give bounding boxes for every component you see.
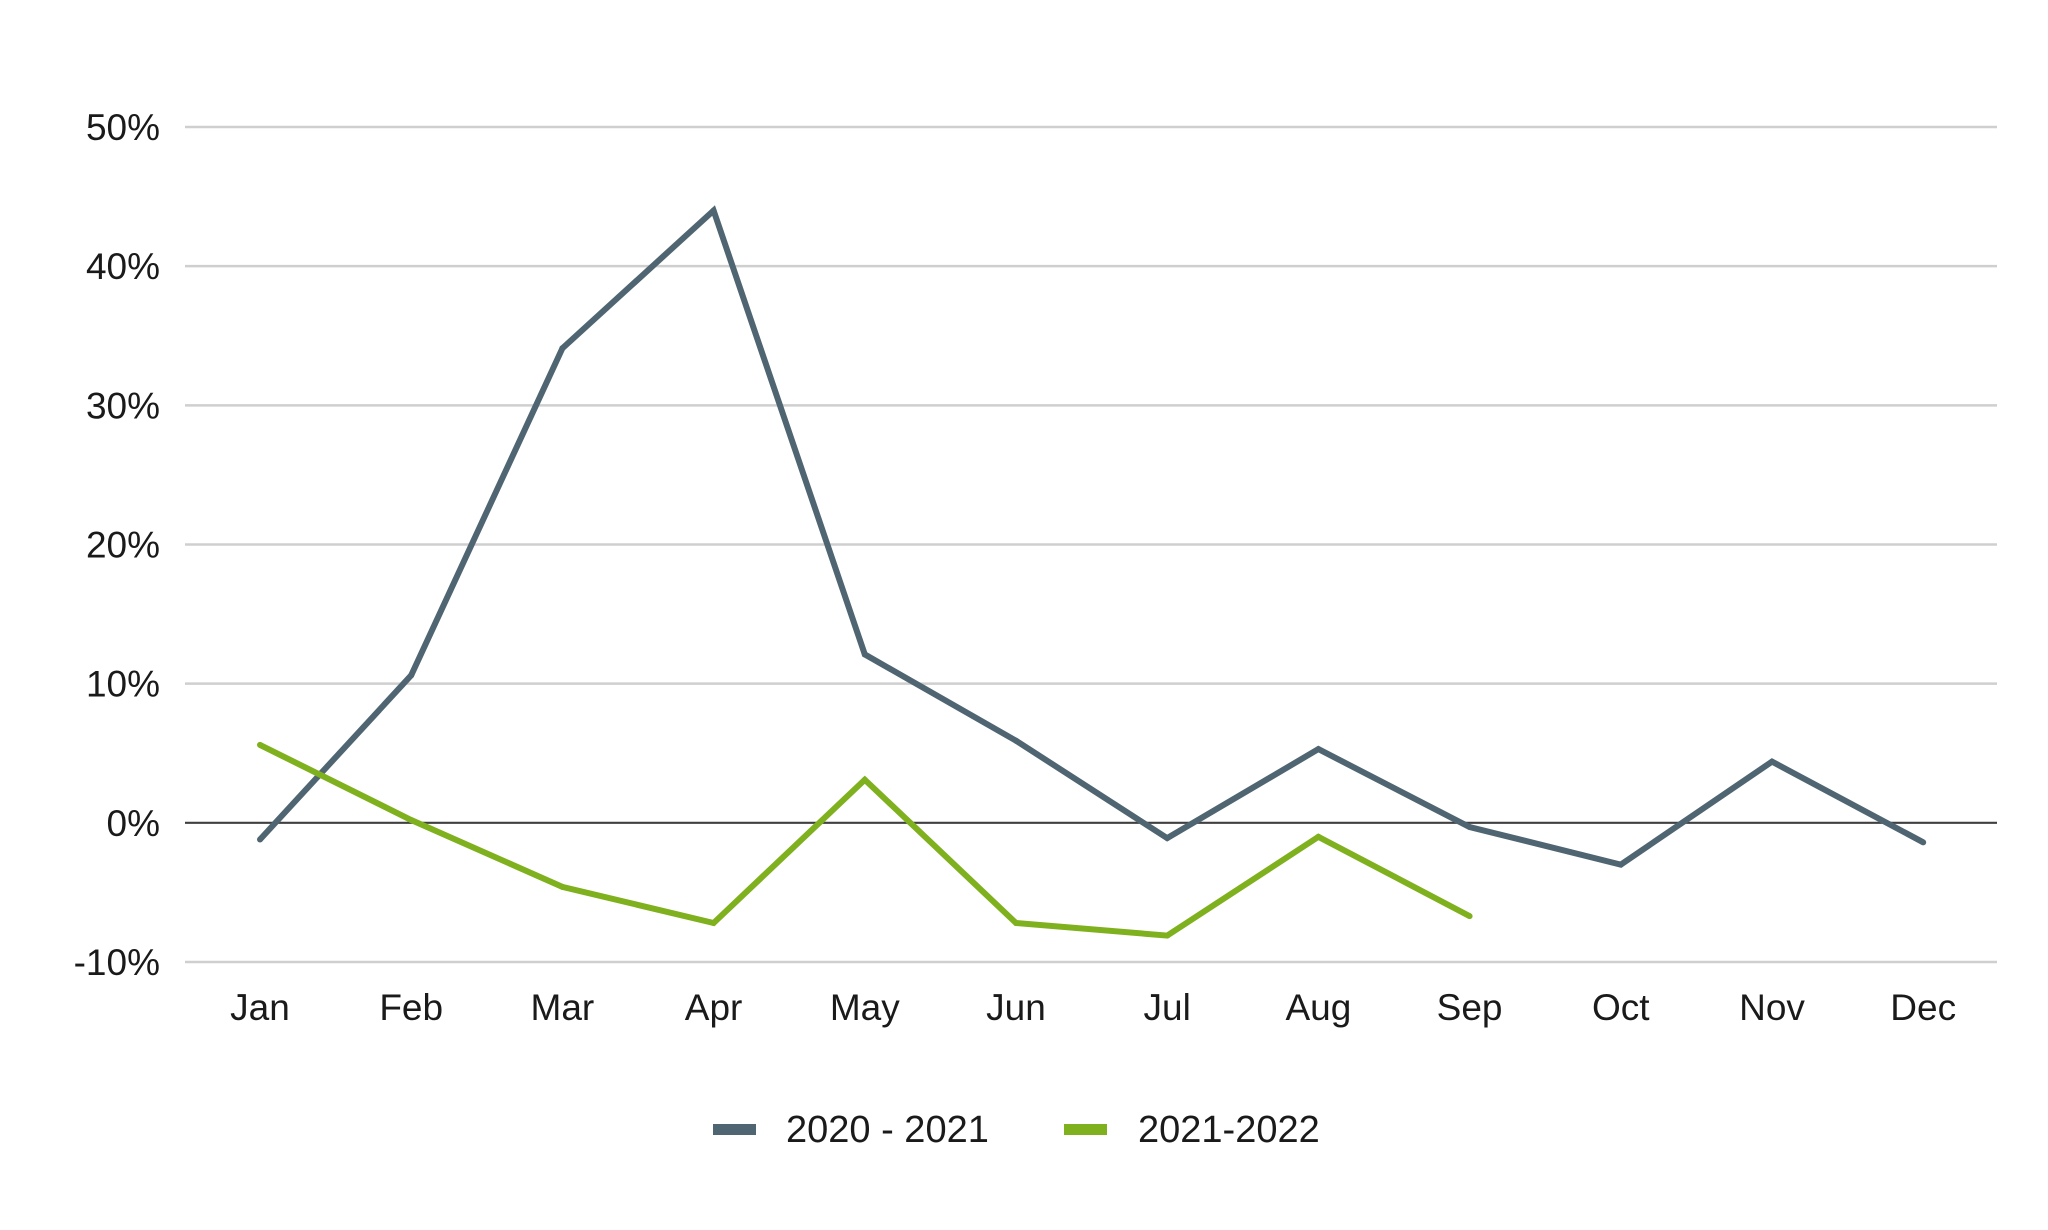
y-tick-label: 50% (86, 107, 160, 148)
legend-swatch (1064, 1124, 1107, 1135)
x-tick-label: Oct (1592, 987, 1650, 1028)
data-point (408, 817, 415, 824)
data-point (1769, 758, 1775, 765)
data-point (1315, 746, 1322, 753)
data-point (559, 345, 566, 352)
y-tick-label: 30% (86, 385, 160, 426)
data-point (257, 741, 263, 748)
x-tick-label: Mar (531, 987, 595, 1028)
y-tick-label: -10% (74, 942, 160, 983)
data-point (257, 836, 263, 843)
x-tick-label: Jan (230, 987, 290, 1028)
series-line-2 (258, 742, 1471, 939)
y-axis-tick-labels: -10% 0% 10% 20% 30% 40% 50% (74, 107, 160, 983)
y-tick-label: 0% (107, 803, 160, 844)
series-line-1 (257, 205, 1925, 868)
y-tick-label: 20% (86, 525, 160, 566)
data-point (1466, 824, 1473, 831)
legend: 2020 - 2021 2021-2022 (713, 1109, 1320, 1151)
data-point (408, 672, 415, 679)
y-tick-label: 40% (86, 246, 160, 287)
y-tick-label: 10% (86, 664, 160, 705)
legend-swatch (713, 1124, 756, 1135)
gridlines (185, 125, 1997, 964)
x-tick-label: Aug (1285, 987, 1351, 1028)
data-point (1920, 839, 1927, 846)
x-tick-label: Jun (986, 987, 1046, 1028)
data-point (1164, 835, 1171, 842)
legend-label: 2020 - 2021 (786, 1109, 989, 1151)
data-point (1013, 920, 1019, 927)
x-tick-label: Apr (685, 987, 743, 1028)
legend-label: 2021-2022 (1138, 1109, 1320, 1151)
data-point (1617, 861, 1624, 868)
x-tick-label: Nov (1739, 987, 1805, 1028)
data-point (710, 207, 717, 214)
data-point (861, 651, 868, 658)
data-point (1315, 833, 1322, 840)
data-point (861, 776, 868, 783)
data-point (1164, 932, 1171, 939)
data-point (1466, 913, 1473, 920)
data-point (1013, 737, 1019, 744)
x-tick-label: Jul (1144, 987, 1191, 1028)
x-tick-label: May (830, 987, 900, 1028)
x-tick-label: Feb (379, 987, 443, 1028)
x-tick-label: Sep (1437, 987, 1503, 1028)
data-point (710, 920, 717, 927)
x-tick-label: Dec (1890, 987, 1956, 1028)
data-point (559, 883, 566, 890)
x-axis-tick-labels: Jan Feb Mar Apr May Jun Jul Aug Sep Oct Nov Dec (230, 987, 1956, 1028)
series-lines (257, 205, 1927, 939)
